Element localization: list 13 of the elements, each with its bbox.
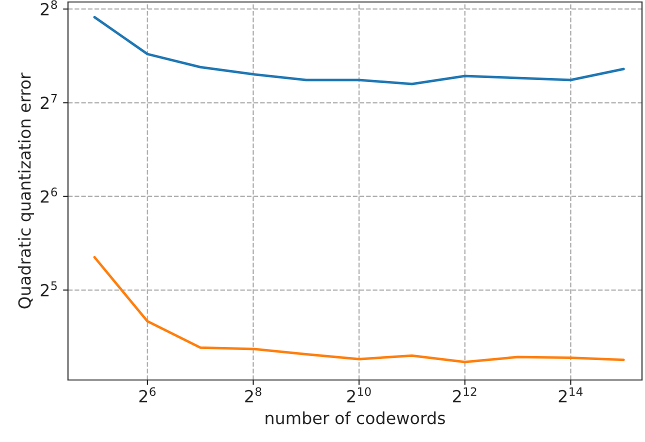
x-tick-label: 2$^{12}$ xyxy=(453,387,476,402)
x-tick-label: 2$^{10}$ xyxy=(347,387,371,402)
x-axis-title: number of codewords xyxy=(266,411,445,424)
x-tick-label: 2$^{14}$ xyxy=(558,387,583,402)
y-tick-label: 2$^{8}$ xyxy=(40,0,57,16)
y-axis-title: Quadratic quantization error xyxy=(18,72,34,308)
line-series xyxy=(93,256,625,364)
y-tick-label: 2$^{7}$ xyxy=(40,94,57,109)
x-tick-label: 2$^{8}$ xyxy=(245,387,262,402)
y-tick-label: 2$^{5}$ xyxy=(40,281,57,296)
line-series xyxy=(93,16,625,86)
y-tick-label: 2$^{6}$ xyxy=(40,188,58,203)
x-tick-label: 2$^{6}$ xyxy=(139,387,156,402)
